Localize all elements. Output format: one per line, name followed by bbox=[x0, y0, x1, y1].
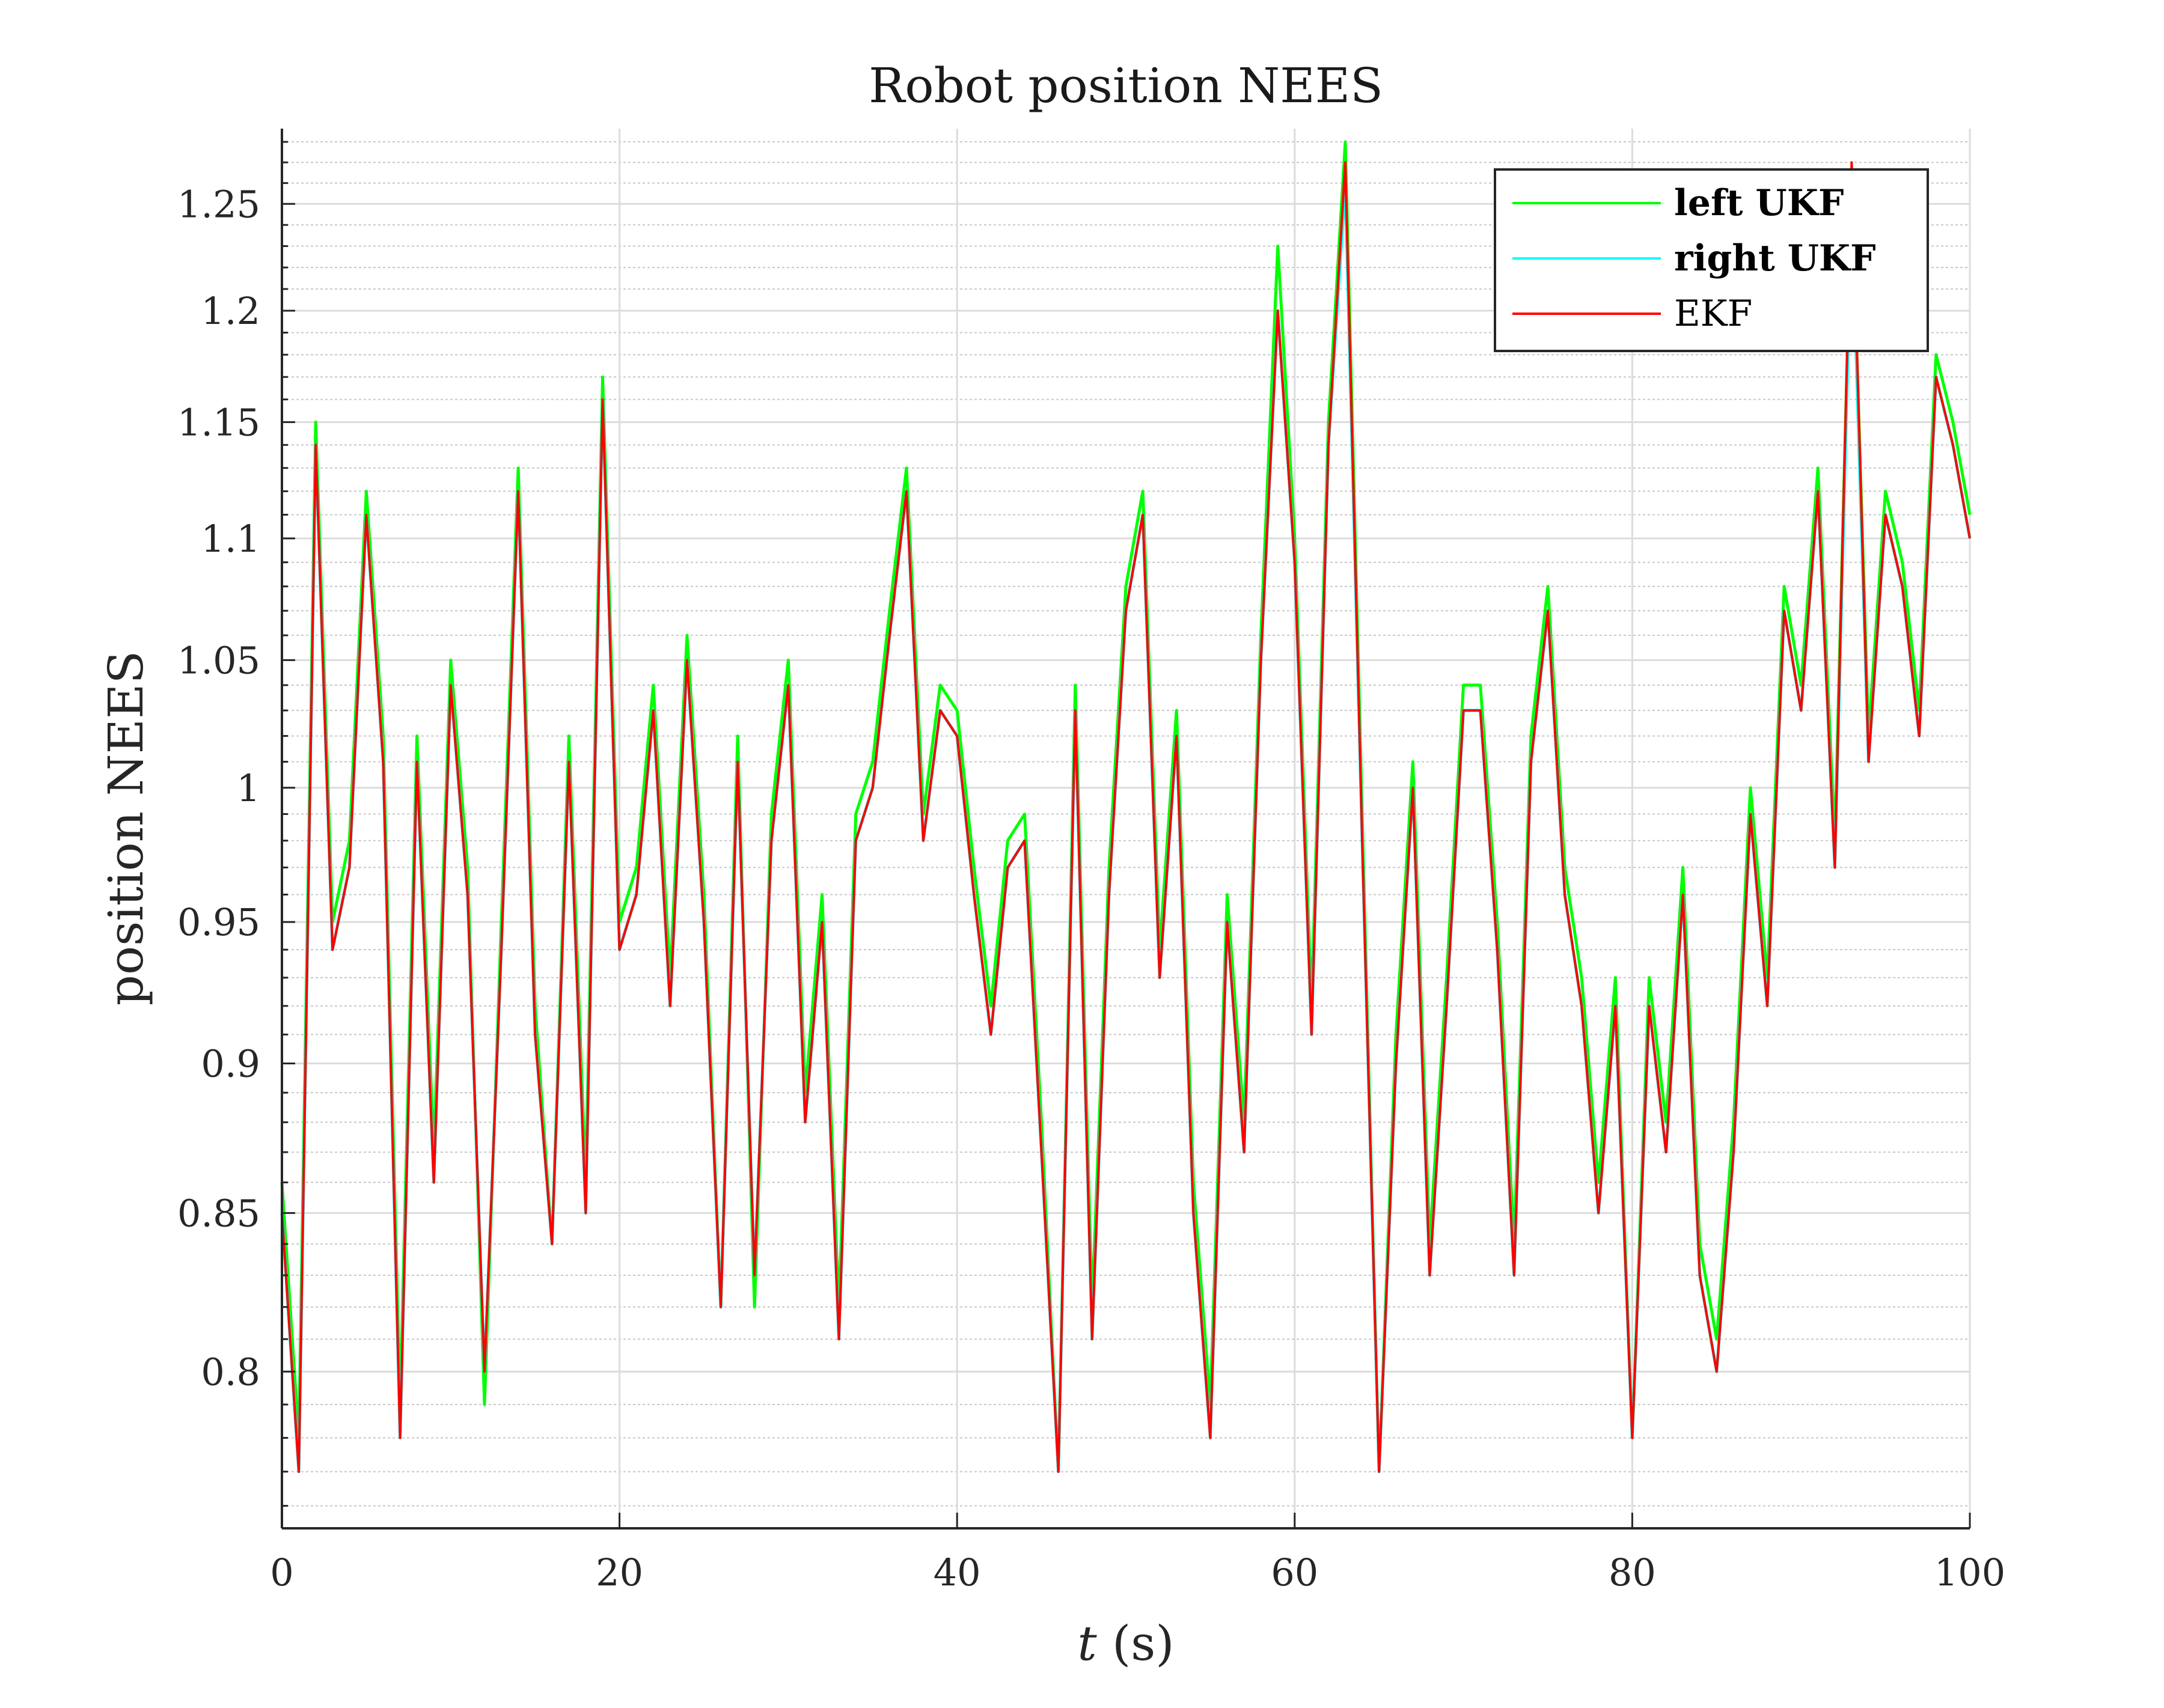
y-tick-label: 1 bbox=[237, 766, 260, 810]
y-tick-label: 1.15 bbox=[177, 400, 260, 444]
legend-box bbox=[1494, 168, 1929, 352]
plot-area bbox=[282, 129, 1970, 1528]
x-tick-label: 40 bbox=[934, 1551, 981, 1594]
y-axis-label: position NEES bbox=[98, 651, 154, 1005]
y-tick-label: 1.2 bbox=[201, 289, 260, 333]
y-tick-label: 1.1 bbox=[201, 517, 260, 561]
x-tick-label: 100 bbox=[1934, 1551, 2005, 1594]
legend-label-right-ukf: right UKF bbox=[1674, 237, 1876, 279]
y-tick-label: 0.8 bbox=[201, 1350, 260, 1394]
x-ticks: 0 20 40 60 80 100 bbox=[270, 1513, 2005, 1594]
legend-entry-ekf[interactable]: EKF bbox=[1512, 293, 1752, 335]
y-tick-label: 1.05 bbox=[177, 638, 260, 682]
x-axis-label-unit: (s) bbox=[1112, 1615, 1174, 1671]
legend-label-left-ukf: left UKF bbox=[1674, 182, 1844, 224]
legend-label-ekf: EKF bbox=[1674, 293, 1752, 335]
chart-title: Robot position NEES bbox=[869, 58, 1383, 114]
x-tick-label: 60 bbox=[1271, 1551, 1318, 1594]
y-tick-label: 0.85 bbox=[177, 1191, 260, 1235]
y-tick-label: 0.9 bbox=[201, 1042, 260, 1086]
x-tick-label: 20 bbox=[596, 1551, 643, 1594]
x-tick-label: 0 bbox=[270, 1551, 293, 1594]
y-tick-label: 1.25 bbox=[177, 182, 260, 226]
series-line-ekf bbox=[281, 161, 1971, 1473]
x-axis-label-var: t bbox=[1077, 1615, 1097, 1671]
legend-entry-right-ukf[interactable]: right UKF bbox=[1512, 237, 1876, 279]
series-layer bbox=[280, 140, 1972, 1474]
x-axis-label: t (s) bbox=[1077, 1615, 1174, 1671]
y-tick-label: 0.95 bbox=[177, 900, 260, 944]
y-ticks: 0.8 0.85 0.9 0.95 1 1.05 1.1 1.15 1.2 1.25 bbox=[177, 141, 295, 1507]
x-tick-label: 80 bbox=[1609, 1551, 1656, 1594]
axes bbox=[281, 129, 1970, 1530]
legend[interactable]: left UKF right UKF EKF bbox=[1494, 168, 1929, 352]
legend-entry-left-ukf[interactable]: left UKF bbox=[1512, 182, 1844, 224]
